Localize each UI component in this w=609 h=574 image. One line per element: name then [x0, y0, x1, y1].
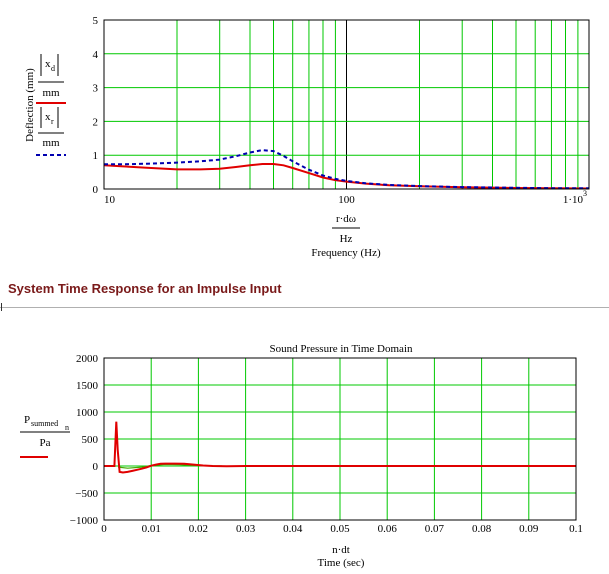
time-chart-grid: [104, 358, 576, 520]
legend-xr-sub: r: [51, 117, 54, 126]
time-chart-xlabel: Time (sec): [318, 557, 365, 569]
frequency-y-tick-label: 1: [93, 150, 99, 162]
time-chart-ylabel-unit: Pa: [40, 437, 51, 449]
time-x-tick-label: 0: [101, 523, 107, 535]
time-chart-ylabel: P summed n Pa: [20, 414, 70, 458]
frequency-chart-xlabel-top: r·dω: [336, 213, 356, 225]
frequency-y-tick-label: 4: [93, 49, 99, 61]
time-x-tick-label: 0.05: [330, 523, 350, 535]
time-y-tick-label: 0: [93, 461, 99, 473]
frequency-chart-x-ticks: 10 100 1·103: [104, 189, 587, 206]
time-x-tick-label: 0.04: [283, 523, 303, 535]
frequency-chart-series: [103, 149, 590, 190]
time-x-tick-label: 0.06: [378, 523, 398, 535]
frequency-chart-legend: x d mm x r mm: [36, 54, 66, 156]
time-chart-ylabel-main: P: [24, 414, 30, 426]
time-y-tick-label: 500: [82, 434, 99, 446]
time-x-tick-label: 0.01: [142, 523, 161, 535]
section-divider: [0, 307, 609, 308]
frequency-x-tick-label: 1·10: [563, 194, 584, 206]
frequency-chart-frame: [103, 19, 590, 190]
time-x-tick-label: 0.07: [425, 523, 445, 535]
time-chart-x-ticks: 0 0.01 0.02 0.03 0.04 0.05 0.06 0.07 0.08 0.09 0.1: [101, 523, 583, 535]
time-y-tick-label: 1000: [76, 407, 99, 419]
time-chart-frame: [103, 357, 577, 521]
series-sound-pressure-line: [104, 421, 576, 474]
frequency-chart-y-ticks: 0 1 2 3 4 5: [93, 15, 99, 196]
time-chart: Sound Pressure in Time Domain −1000 −500 0…: [20, 343, 583, 569]
series-xr-line: [104, 149, 590, 190]
time-y-tick-label: −1000: [70, 515, 99, 527]
frequency-y-tick-label: 2: [93, 116, 99, 128]
frequency-x-tick-label: 100: [338, 194, 355, 206]
time-chart-xlabel-top: n·dt: [332, 544, 350, 556]
time-chart-series: [104, 421, 576, 474]
time-x-tick-label: 0.03: [236, 523, 256, 535]
frequency-x-tick-exponent: 3: [583, 189, 587, 198]
legend-xd-label: x: [45, 58, 51, 70]
frequency-chart-xlabel-unit: Hz: [340, 233, 353, 245]
time-x-tick-label: 0.08: [472, 523, 492, 535]
time-chart-y-ticks: −1000 −500 0 500 1000 1500 2000: [70, 353, 99, 527]
frequency-y-tick-label: 5: [93, 15, 99, 27]
legend-xr-unit: mm: [42, 137, 60, 149]
section-heading: System Time Response for an Impulse Inpu…: [8, 281, 282, 296]
time-x-tick-label: 0.02: [189, 523, 208, 535]
legend-xd-sub: d: [51, 64, 55, 73]
divider-marker: [1, 303, 2, 311]
legend-xr-label: x: [45, 111, 51, 123]
frequency-chart-xlabel: Frequency (Hz): [311, 247, 381, 259]
time-y-tick-label: −500: [75, 488, 98, 500]
time-chart-ylabel-subsub: n: [65, 423, 69, 432]
frequency-y-tick-label: 3: [93, 83, 99, 95]
legend-xd-unit: mm: [42, 87, 60, 99]
frequency-chart-ylabel: Deflection (mm): [24, 68, 36, 142]
frequency-x-tick-label: 10: [104, 194, 116, 206]
time-x-tick-label: 0.1: [569, 523, 583, 535]
frequency-y-tick-label: 0: [93, 184, 99, 196]
time-y-tick-label: 1500: [76, 380, 99, 392]
time-chart-ylabel-sub: summed: [31, 419, 58, 428]
time-y-tick-label: 2000: [76, 353, 99, 365]
time-chart-title: Sound Pressure in Time Domain: [269, 343, 413, 355]
frequency-chart-grid: [104, 20, 589, 189]
time-x-tick-label: 0.09: [519, 523, 539, 535]
